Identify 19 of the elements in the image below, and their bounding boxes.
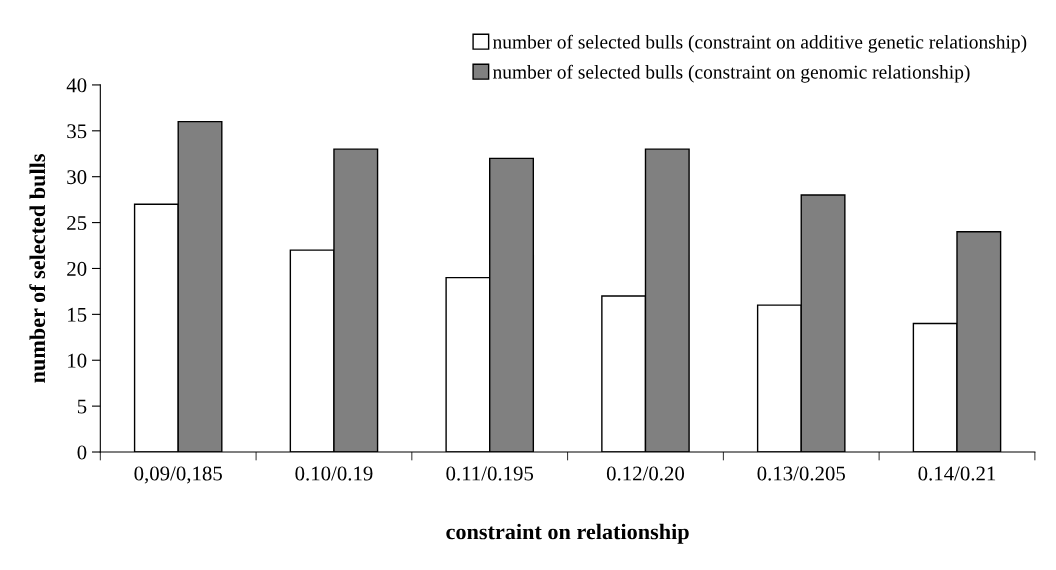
x-axis-title: constraint on relationship	[446, 523, 689, 544]
y-tick-label: 5	[77, 399, 87, 414]
y-tick-label: 0	[77, 445, 87, 460]
x-tick-label: 0.12/0.20	[606, 466, 685, 481]
x-tick-label: 0.11/0.195	[446, 466, 534, 481]
x-tick-label: 0.13/0.205	[757, 466, 845, 481]
x-tick-label: 0.14/0.21	[918, 466, 996, 481]
y-tick-label: 40	[66, 78, 87, 93]
y-tick-label: 35	[67, 124, 87, 139]
y-axis-title: number of selected bulls	[29, 154, 46, 383]
y-tick-label: 20	[67, 261, 87, 276]
legend-label: number of selected bulls (constraint on additive genetic relationship)	[492, 34, 1027, 53]
x-tick-label: 0.10/0.19	[295, 466, 373, 481]
y-tick-label: 25	[67, 216, 87, 231]
legend-label: number of selected bulls (constraint on genomic relationship)	[492, 64, 970, 83]
y-tick-label: 15	[68, 307, 87, 322]
y-tick-label: 30	[67, 170, 87, 185]
y-tick-label: 10	[68, 353, 87, 368]
x-tick-label: 0,09/0,185	[134, 466, 222, 484]
